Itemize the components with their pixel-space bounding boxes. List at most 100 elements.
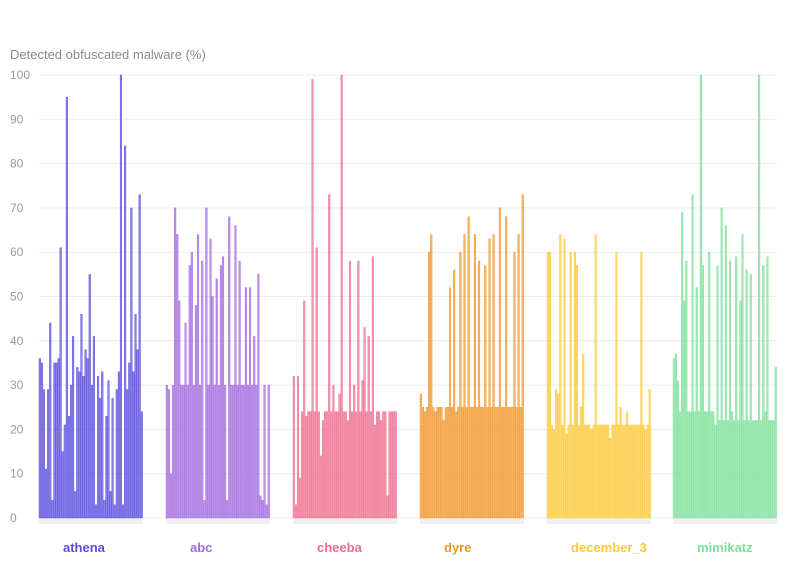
bar [296, 376, 300, 519]
bar [344, 411, 347, 519]
bar [386, 495, 389, 519]
bar [463, 234, 466, 519]
bar [621, 424, 624, 519]
gridlines [39, 74, 777, 519]
bar [388, 411, 391, 519]
series-december_3 [546, 234, 651, 524]
bar [378, 411, 381, 519]
bar [685, 260, 688, 519]
bar [228, 216, 231, 519]
bar [394, 411, 397, 519]
bar [588, 424, 591, 519]
bar [336, 411, 339, 519]
bar [376, 411, 379, 519]
bar [167, 389, 170, 519]
bar [724, 225, 727, 519]
category-label-cheeba: cheeba [317, 540, 363, 555]
bar [496, 407, 499, 519]
bar [575, 265, 578, 519]
bar [263, 384, 266, 519]
y-tick-label: 0 [10, 511, 17, 525]
bar [317, 411, 320, 519]
y-tick-label: 30 [10, 378, 24, 392]
bar [184, 322, 187, 519]
bar [74, 491, 77, 519]
bar [546, 251, 549, 519]
bar [313, 411, 316, 519]
bar [92, 336, 95, 519]
bar [480, 407, 483, 519]
bar [548, 251, 551, 519]
bar [357, 260, 360, 519]
bar [623, 424, 626, 519]
bar [693, 411, 696, 519]
bar [319, 455, 322, 519]
bar [367, 336, 370, 519]
bar [617, 424, 620, 519]
bar [130, 207, 133, 519]
bar [706, 411, 709, 519]
bar [303, 300, 306, 519]
bar [571, 424, 574, 519]
bar [768, 420, 771, 519]
bar [134, 314, 137, 519]
bar [515, 407, 518, 519]
bar [642, 424, 645, 519]
category-label-dyre: dyre [444, 540, 471, 555]
bar [770, 420, 773, 519]
bar [741, 234, 744, 519]
bar [38, 358, 41, 519]
bar [737, 420, 740, 519]
series-athena [38, 74, 143, 524]
y-tick-label: 90 [10, 112, 24, 126]
bar [390, 411, 393, 519]
bar [567, 424, 570, 519]
bar [687, 411, 690, 519]
bar [99, 398, 102, 519]
bar [569, 251, 572, 519]
bar [774, 367, 777, 519]
bar [324, 411, 327, 519]
bar [51, 500, 54, 519]
bar [346, 420, 349, 519]
bar [473, 234, 476, 519]
bar [348, 260, 352, 519]
bar [448, 287, 451, 519]
bar [261, 500, 264, 519]
bar [726, 420, 729, 519]
bar [640, 251, 643, 519]
bar [578, 424, 581, 519]
bar [124, 145, 127, 519]
bar [82, 376, 85, 519]
bar [596, 424, 599, 519]
bar [115, 389, 118, 519]
bar [40, 362, 43, 519]
bar [505, 216, 508, 519]
bar [309, 411, 312, 519]
bar [584, 424, 587, 519]
bar [697, 411, 700, 519]
bar [766, 256, 769, 519]
panel-baseline [420, 518, 524, 524]
bar [471, 407, 474, 519]
y-tick-label: 80 [10, 157, 24, 171]
bar [45, 469, 48, 519]
bar [430, 234, 433, 519]
category-labels: athena abc cheeba dyre december_3 mimikatz [63, 540, 753, 555]
bar [745, 269, 748, 519]
bar [436, 407, 439, 519]
bar [580, 407, 583, 519]
bar [630, 424, 633, 519]
bar [315, 247, 318, 519]
bar [226, 500, 229, 519]
bar [373, 424, 376, 519]
bar [561, 424, 564, 519]
bar [61, 451, 64, 519]
bar [207, 384, 210, 519]
bar [132, 371, 135, 519]
bar [733, 420, 736, 519]
bar [440, 407, 443, 519]
bar [242, 384, 245, 519]
bar [573, 251, 576, 519]
category-label-december_3: december_3 [571, 540, 647, 555]
